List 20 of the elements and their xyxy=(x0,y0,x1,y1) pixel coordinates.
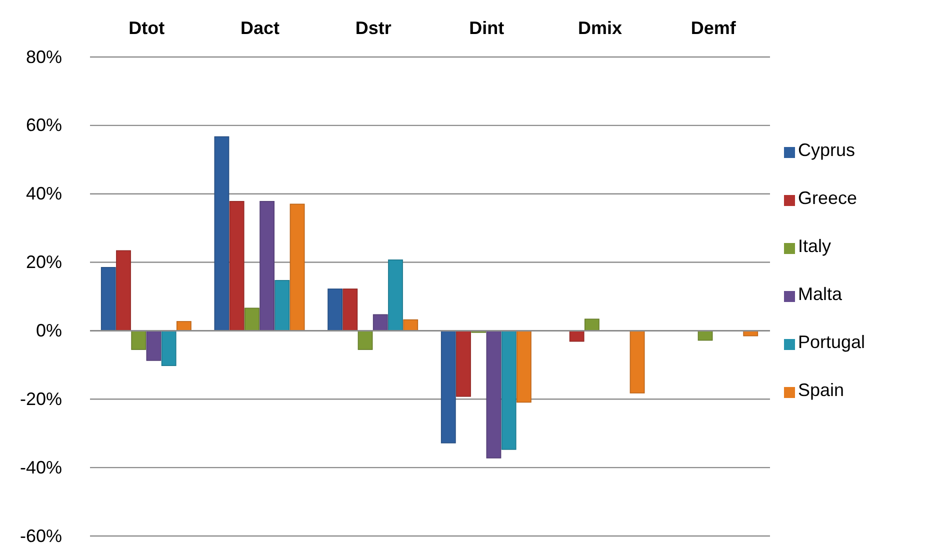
y-tick-label: 80% xyxy=(26,46,62,67)
legend-label: Greece xyxy=(798,188,858,208)
y-tick-label: 40% xyxy=(26,184,62,204)
x-tick-label: Dint xyxy=(469,18,504,38)
y-tick-label: -20% xyxy=(20,388,62,409)
x-tick-label: Dtot xyxy=(128,18,165,38)
x-tick-label: Dmix xyxy=(578,18,622,38)
legend-label: Malta xyxy=(798,284,844,304)
y-tick-label: -40% xyxy=(20,457,62,478)
legend-label: Spain xyxy=(798,380,844,400)
legend-label: Cyprus xyxy=(798,140,856,160)
y-tick-label: 20% xyxy=(26,252,62,272)
x-tick-label: Dact xyxy=(240,18,280,38)
legend-label: Italy xyxy=(798,236,832,256)
y-tick-label: 60% xyxy=(26,115,62,136)
legend-label: Portugal xyxy=(798,332,866,352)
x-tick-label: Dstr xyxy=(355,18,392,38)
x-tick-label: Demf xyxy=(690,18,737,38)
y-tick-label: 0% xyxy=(36,320,62,340)
y-tick-label: -60% xyxy=(20,526,62,546)
